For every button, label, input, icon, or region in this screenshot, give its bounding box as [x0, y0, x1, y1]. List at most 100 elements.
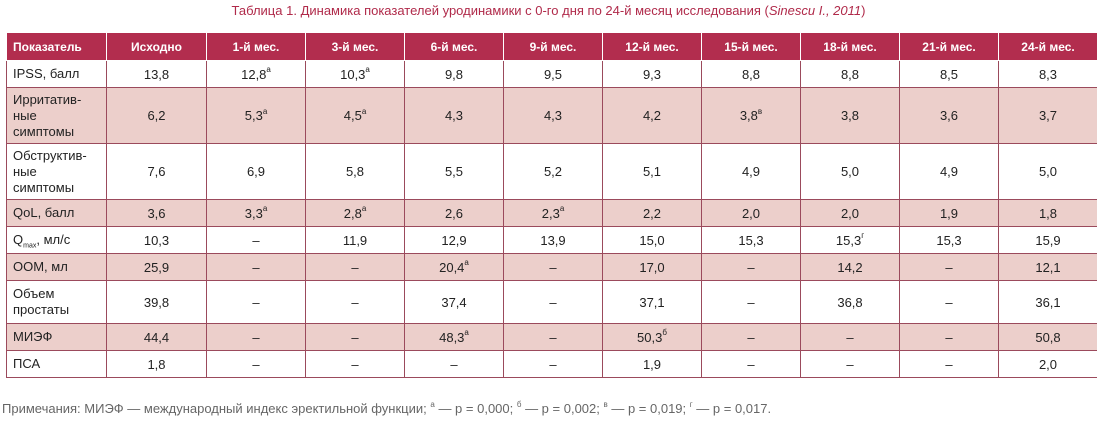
table-cell: – [503, 350, 603, 378]
significance-mark: а [262, 106, 268, 116]
row-label-rest: , мл/с [36, 232, 71, 247]
caption-prefix: Таблица 1. [231, 3, 297, 18]
table-cell: 5,0 [800, 143, 900, 200]
table-cell: 15,3г [800, 226, 900, 254]
cell-value: 1,8 [147, 356, 166, 372]
significance-mark: а [464, 258, 469, 268]
cell-value: 3,6 [939, 108, 959, 123]
cell-value: 5,2 [543, 164, 563, 179]
cell-value: 8,8 [840, 66, 860, 82]
cell-value: 3,8 [739, 108, 758, 123]
table-cell: 9,5 [503, 60, 603, 88]
row-label-line: Обструктив- [13, 147, 87, 163]
column-header: 9-й мес. [503, 32, 603, 61]
cell-value: 2,2 [642, 205, 662, 221]
table-cell: 4,3 [404, 87, 504, 144]
table-cell: 2,2 [602, 199, 702, 227]
cell-value: – [747, 329, 755, 345]
table-cell: – [701, 323, 801, 351]
caption-source: Sinescu I., 2011 [768, 3, 862, 18]
column-header: 15-й мес. [701, 32, 801, 61]
row-label-line: симптомы [13, 123, 75, 139]
significance-mark: а [266, 65, 271, 75]
cell-value: 15,9 [1035, 232, 1061, 248]
cell-value: – [252, 356, 260, 372]
cell-value: 4,9 [939, 164, 959, 179]
table-cell: 15,0 [602, 226, 702, 254]
column-header: Исходно [106, 32, 207, 61]
table-cell: 3,6 [106, 199, 207, 227]
row-label: МИЭФ [6, 323, 107, 351]
table-cell: 17,0 [602, 253, 702, 281]
table-cell: 20,4а [404, 253, 504, 281]
cell-value: 10,3 [143, 232, 170, 248]
cell-value: 9,3 [642, 66, 662, 82]
footnote-mark: б [516, 399, 522, 409]
table-cell: 5,3а [206, 87, 306, 144]
cell-value: 1,8 [1038, 205, 1058, 221]
table-cell: 7,6 [106, 143, 207, 200]
table-cell: 2,3а [503, 199, 603, 227]
row-label-line: симптомы [13, 179, 75, 195]
table-cell: 1,9 [899, 199, 999, 227]
cell-value: – [549, 259, 557, 275]
caption-title: Динамика показателей уродинамики с 0-го … [300, 3, 769, 18]
cell-value: – [252, 294, 260, 310]
cell-value: 15,0 [639, 232, 665, 248]
table-cell: – [305, 253, 405, 281]
cell-value: 12,9 [441, 232, 467, 248]
row-label: Обструктив-ные симптомы [6, 143, 107, 200]
cell-value: – [549, 329, 557, 345]
cell-value: – [747, 294, 755, 310]
cell-value: 4,2 [642, 108, 662, 123]
column-header: 6-й мес. [404, 32, 504, 61]
table-cell: – [899, 323, 999, 351]
significance-mark: а [361, 204, 367, 214]
cell-value: 36,8 [837, 294, 863, 310]
table-row: Ирритатив-ные симптомы 6,2 5,3а 4,5а 4,3 4,3 4,… [6, 87, 1097, 144]
table-cell: – [206, 253, 306, 281]
cell-value: 10,3 [340, 66, 366, 82]
table-cell: 8,5 [899, 60, 999, 88]
table-cell: 36,8 [800, 280, 900, 324]
cell-value: 8,5 [939, 66, 959, 82]
cell-value: 37,1 [639, 294, 665, 310]
table-cell: 8,3 [998, 60, 1097, 88]
cell-value: – [945, 356, 953, 372]
cell-value: 3,8 [840, 108, 860, 123]
table-cell: – [899, 253, 999, 281]
table-cell: 3,6 [899, 87, 999, 144]
table-cell: 3,8в [701, 87, 801, 144]
cell-value: – [351, 259, 359, 275]
row-label: Ирритатив-ные симптомы [6, 87, 107, 144]
cell-value: – [351, 356, 359, 372]
table-cell: – [503, 323, 603, 351]
cell-value: 4,3 [444, 108, 464, 123]
table-cell: 3,7 [998, 87, 1097, 144]
significance-mark: а [361, 106, 367, 116]
row-label-subscript: max [23, 242, 37, 250]
table-cell: 5,1 [602, 143, 702, 200]
significance-mark: а [559, 204, 565, 214]
significance-mark: г [861, 231, 865, 241]
cell-value: – [549, 356, 557, 372]
table-cell: 1,9 [602, 350, 702, 378]
cell-value: – [747, 356, 755, 372]
significance-mark: б [662, 328, 667, 338]
table-cell: 37,1 [602, 280, 702, 324]
cell-value: 4,3 [543, 108, 563, 123]
table-cell: – [206, 350, 306, 378]
cell-value: 5,1 [642, 164, 662, 179]
footnote-mark: в [603, 399, 608, 409]
table-cell: – [701, 350, 801, 378]
cell-value: 8,8 [741, 66, 761, 82]
column-header: 1-й мес. [206, 32, 306, 61]
table-cell: – [206, 323, 306, 351]
table-cell: 9,3 [602, 60, 702, 88]
table-cell: 5,5 [404, 143, 504, 200]
table-cell: 4,2 [602, 87, 702, 144]
cell-value: 2,8 [343, 205, 362, 221]
cell-value: 3,3 [244, 205, 263, 221]
table-cell: 12,8а [206, 60, 306, 88]
table-cell: 37,4 [404, 280, 504, 324]
